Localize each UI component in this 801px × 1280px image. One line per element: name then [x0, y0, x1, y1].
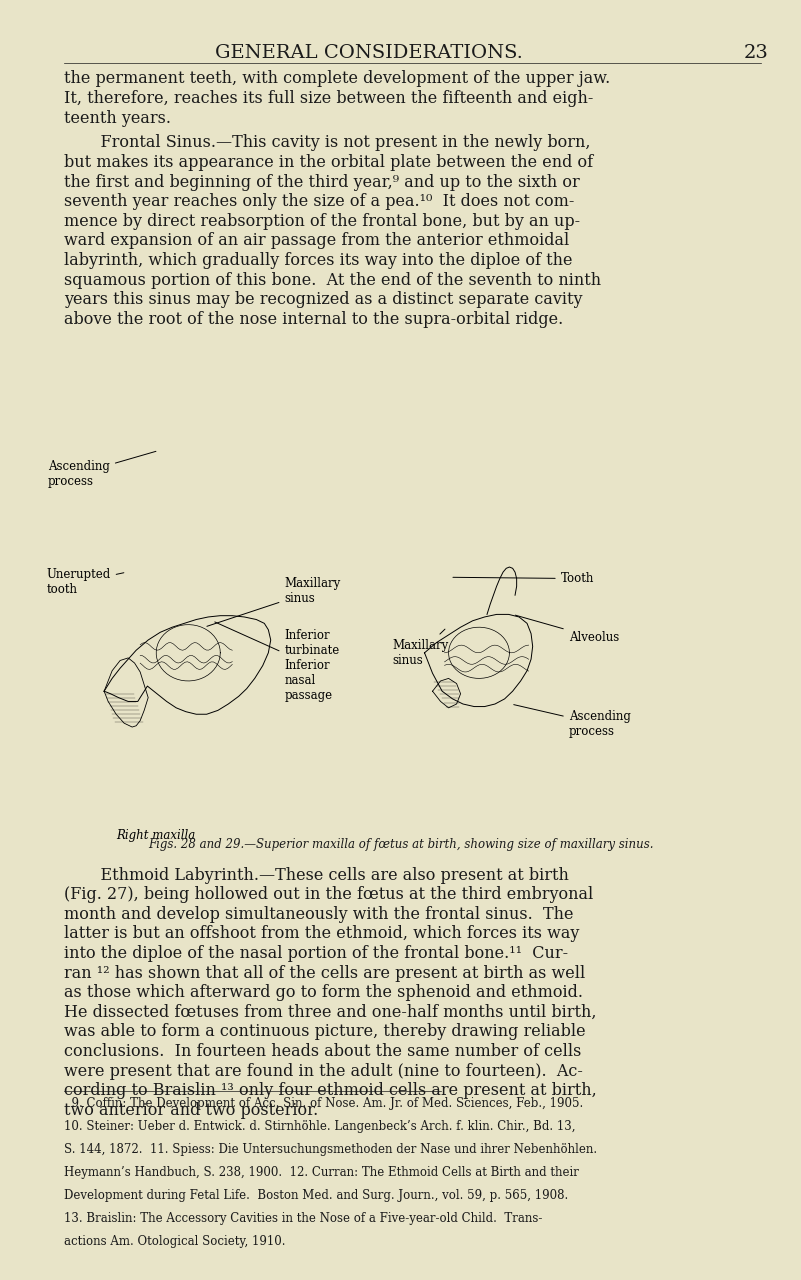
Text: Frontal Sinus.—This cavity is not present in the newly born,
but makes its appea: Frontal Sinus.—This cavity is not presen…	[64, 134, 602, 328]
Text: 13. Braislin: The Accessory Cavities in the Nose of a Five-year-old Child.  Tran: 13. Braislin: The Accessory Cavities in …	[64, 1212, 542, 1225]
Text: 10. Steiner: Ueber d. Entwick. d. Stirnhöhle. Langenbeck’s Arch. f. klin. Chir.,: 10. Steiner: Ueber d. Entwick. d. Stirnh…	[64, 1120, 576, 1133]
Text: actions Am. Otological Society, 1910.: actions Am. Otological Society, 1910.	[64, 1235, 286, 1248]
Text: GENERAL CONSIDERATIONS.: GENERAL CONSIDERATIONS.	[215, 44, 522, 61]
Text: Ethmoid Labyrinth.—These cells are also present at birth
(Fig. 27), being hollow: Ethmoid Labyrinth.—These cells are also …	[64, 867, 597, 1119]
Text: Inferior
turbinate
Inferior
nasal
passage: Inferior turbinate Inferior nasal passag…	[215, 622, 340, 703]
Text: 23: 23	[744, 44, 769, 61]
Text: Maxillary
sinus: Maxillary sinus	[207, 577, 340, 626]
Text: Right maxilla: Right maxilla	[117, 829, 195, 842]
Text: Figs. 28 and 29.—Superior maxilla of fœtus at birth, showing size of maxillary s: Figs. 28 and 29.—Superior maxilla of fœt…	[147, 838, 654, 851]
Text: Heymann’s Handbuch, S. 238, 1900.  12. Curran: The Ethmoid Cells at Birth and th: Heymann’s Handbuch, S. 238, 1900. 12. Cu…	[64, 1166, 579, 1179]
Text: Ascending
process: Ascending process	[48, 452, 156, 488]
Text: Ascending
process: Ascending process	[513, 704, 630, 739]
Text: S. 144, 1872.  11. Spiess: Die Untersuchungsmethoden der Nase und ihrer Nebenhöh: S. 144, 1872. 11. Spiess: Die Untersuchu…	[64, 1143, 598, 1156]
Text: Alveolus: Alveolus	[515, 616, 619, 644]
Text: Unerupted
tooth: Unerupted tooth	[46, 568, 124, 596]
Text: the permanent teeth, with complete development of the upper jaw.
It, therefore, : the permanent teeth, with complete devel…	[64, 70, 610, 127]
Text: Development during Fetal Life.  Boston Med. and Surg. Journ., vol. 59, p. 565, 1: Development during Fetal Life. Boston Me…	[64, 1189, 569, 1202]
Text: Maxillary
sinus: Maxillary sinus	[392, 630, 449, 667]
Text: 9. Coffin: The Development of Acc. Sin. of Nose. Am. Jr. of Med. Sciences, Feb.,: 9. Coffin: The Development of Acc. Sin. …	[64, 1097, 583, 1110]
Text: Tooth: Tooth	[453, 572, 594, 585]
